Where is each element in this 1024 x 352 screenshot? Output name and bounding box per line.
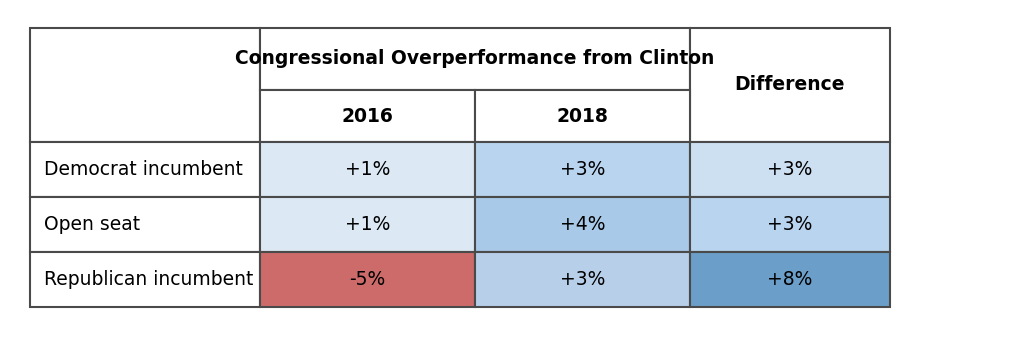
- Bar: [475, 142, 690, 197]
- Text: +4%: +4%: [560, 215, 605, 234]
- Text: +8%: +8%: [767, 270, 813, 289]
- Text: 2016: 2016: [342, 107, 393, 126]
- Text: Republican incumbent: Republican incumbent: [44, 270, 253, 289]
- Bar: [260, 90, 475, 142]
- Bar: [690, 28, 890, 142]
- Text: Democrat incumbent: Democrat incumbent: [44, 160, 243, 179]
- Text: +3%: +3%: [767, 215, 813, 234]
- Text: +3%: +3%: [560, 270, 605, 289]
- Bar: [690, 252, 890, 307]
- Text: -5%: -5%: [349, 270, 386, 289]
- Bar: [260, 28, 690, 90]
- Text: +3%: +3%: [767, 160, 813, 179]
- Text: Difference: Difference: [735, 75, 845, 94]
- Bar: [30, 197, 260, 252]
- Bar: [690, 197, 890, 252]
- Text: +3%: +3%: [560, 160, 605, 179]
- Bar: [30, 142, 260, 197]
- Text: Open seat: Open seat: [44, 215, 140, 234]
- Bar: [475, 90, 690, 142]
- Bar: [260, 252, 475, 307]
- Bar: [475, 252, 690, 307]
- Text: +1%: +1%: [345, 215, 390, 234]
- Text: +1%: +1%: [345, 160, 390, 179]
- Text: Congressional Overperformance from Clinton: Congressional Overperformance from Clint…: [236, 50, 715, 69]
- Bar: [690, 142, 890, 197]
- Bar: [260, 142, 475, 197]
- Bar: [475, 197, 690, 252]
- Bar: [30, 252, 260, 307]
- Bar: [30, 28, 260, 142]
- Bar: [260, 197, 475, 252]
- Text: 2018: 2018: [557, 107, 608, 126]
